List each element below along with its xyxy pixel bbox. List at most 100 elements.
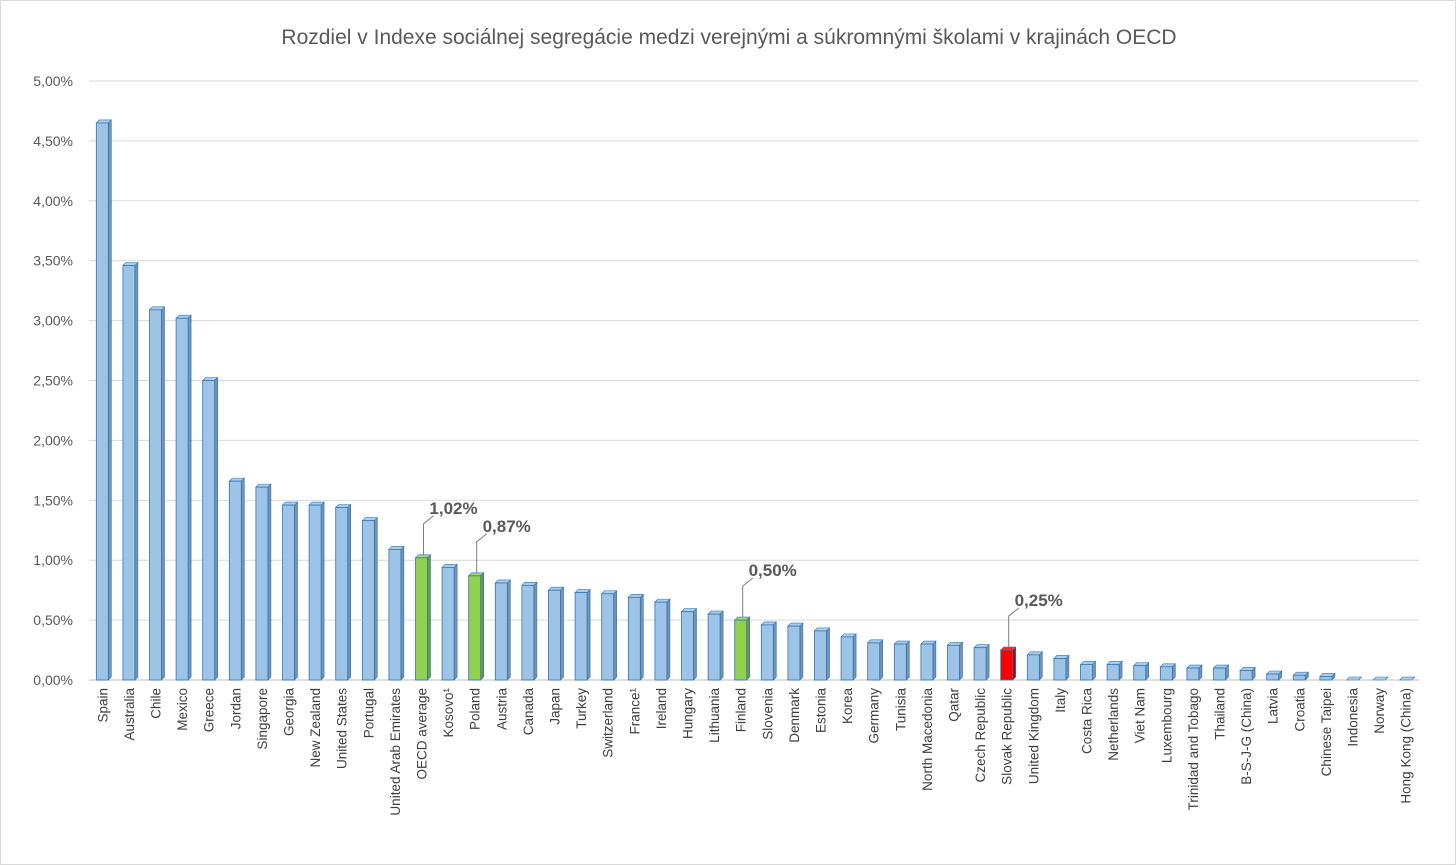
bar-front [548, 589, 561, 681]
bar-front [1319, 676, 1333, 681]
x-tick-label: Poland [468, 688, 483, 730]
bar-croatia [1292, 671, 1310, 681]
x-tick-label: Slovenia [760, 688, 775, 740]
bar-turkey [574, 588, 591, 681]
bar-front [893, 643, 907, 681]
bar-korea [840, 633, 857, 681]
x-tick-label: Portugal [361, 688, 376, 738]
y-tick-label: 3,00% [33, 313, 73, 329]
bar-side [666, 598, 671, 681]
bar-side [959, 641, 963, 681]
bar-side [560, 586, 564, 681]
bar-top [680, 608, 698, 613]
bar-front [814, 630, 827, 681]
bar-front [840, 636, 854, 681]
bar-side [1039, 651, 1043, 681]
bar-front [1292, 674, 1306, 681]
x-tick-label: Jordan [228, 688, 243, 729]
bar-front [415, 557, 428, 681]
bar-top [1186, 664, 1203, 669]
x-tick-label: Indonesia [1346, 688, 1361, 747]
bar-hong-kong-china [1398, 676, 1416, 681]
bar-side [852, 633, 857, 681]
bar-side [772, 621, 777, 681]
bar-lithuania [707, 610, 724, 681]
bar-front [601, 593, 615, 681]
bar-front [95, 122, 109, 681]
x-tick-label: Czech Republic [973, 688, 988, 783]
bar-slovenia [760, 621, 778, 681]
x-tick-label: Spain [95, 688, 110, 723]
x-tick-label: Costa Rica [1080, 688, 1095, 755]
bar-top [733, 616, 751, 621]
bar-top [148, 306, 166, 311]
x-tick-label: United Arab Emirates [388, 688, 403, 816]
bar-front [920, 643, 934, 681]
bar-front [468, 575, 482, 681]
data-label-finland: 0,50% [742, 561, 797, 618]
bar-side [746, 616, 751, 681]
bar-top [521, 582, 538, 586]
y-tick-label: 4,00% [33, 193, 73, 209]
bar-top [467, 572, 485, 577]
x-tick-label: Netherlands [1106, 688, 1121, 761]
bar-side [161, 306, 165, 681]
y-tick-label: 1,50% [33, 492, 73, 508]
y-tick-label: 0,00% [33, 672, 73, 688]
bar-front [122, 265, 136, 681]
bar-top [494, 579, 512, 584]
bar-kosovo [441, 563, 458, 681]
bar-top [201, 377, 219, 381]
bar-costa-rica [1079, 660, 1097, 681]
x-tick-label: United Kingdom [1026, 688, 1041, 784]
bar-czech-republic [973, 643, 990, 681]
x-tick-label: Thailand [1213, 688, 1228, 740]
bar-top [946, 641, 964, 646]
bar-top [1106, 661, 1123, 665]
bar-side [134, 261, 139, 681]
bar-front [947, 644, 960, 681]
bar-france [627, 593, 645, 681]
bar-finland [733, 616, 751, 681]
bar-poland [467, 572, 485, 681]
bar-top [1079, 661, 1097, 665]
bar-front [707, 613, 721, 681]
bar-top [574, 589, 591, 593]
x-tick-label: Switzerland [601, 688, 616, 758]
bar-top [441, 564, 458, 568]
bar-top [600, 590, 618, 595]
x-tick-label: Georgia [282, 688, 297, 737]
bar-front [787, 625, 801, 681]
bar-top [627, 594, 645, 598]
bar-side [373, 516, 378, 681]
x-tick-label: Mexico [175, 688, 190, 731]
bar-front [734, 619, 748, 681]
bar-top [1212, 664, 1230, 669]
y-axis-ticks: 0,00% 0,50% 1,00% 1,50% 2,00% 2,50% 3,00% 3,50%… [33, 73, 73, 688]
bar-side [294, 501, 298, 681]
bar-top [175, 314, 192, 319]
bar-latvia [1265, 670, 1283, 681]
bar-luxembourg [1159, 663, 1177, 681]
bar-side [879, 639, 884, 681]
bar-top [1398, 676, 1416, 681]
bar-side [453, 563, 458, 681]
bar-front [282, 504, 295, 681]
data-label-poland: 0,87% [476, 517, 531, 573]
bar-denmark [787, 622, 804, 681]
y-tick-label: 0,50% [33, 612, 73, 628]
bar-united-states [334, 503, 352, 681]
bar-top [1159, 663, 1177, 668]
bar-front [973, 647, 987, 681]
bar-front [228, 480, 242, 681]
bar-canada [521, 581, 538, 681]
x-tick-label: B-S-J-G (China) [1239, 688, 1254, 785]
bar-top [654, 598, 671, 603]
bar-top [1053, 655, 1070, 659]
bar-chile [148, 306, 166, 681]
bar-side [719, 610, 724, 681]
x-tick-label: Tunisia [893, 688, 908, 732]
x-tick-label: Hong Kong (China) [1399, 688, 1414, 804]
bar-front [1133, 665, 1147, 681]
